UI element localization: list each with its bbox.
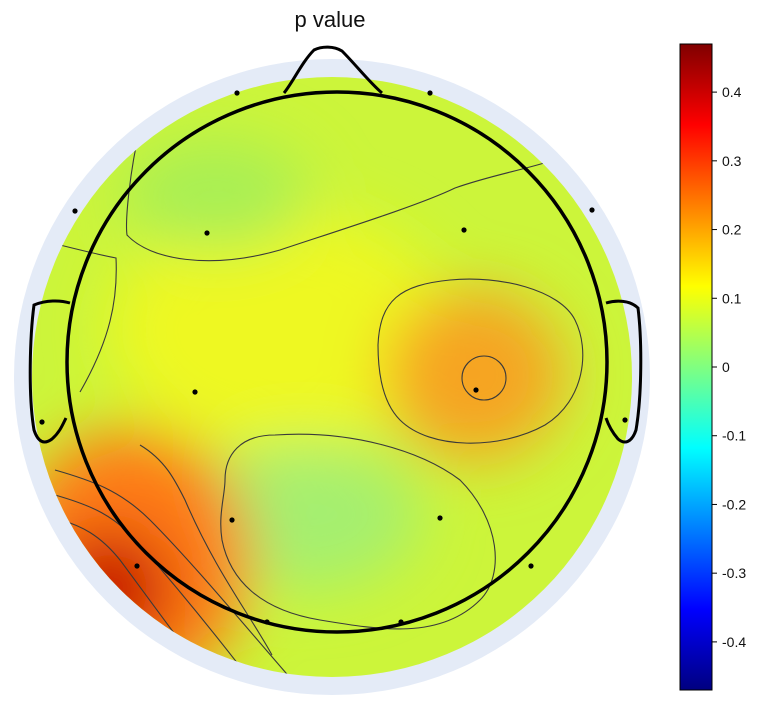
field-blob-frontal-min — [120, 140, 310, 250]
head-outline — [65, 90, 609, 634]
field-blob-right-max — [385, 290, 565, 460]
colorbar-tick-label: 0 — [722, 359, 730, 375]
contour-posterior-min — [220, 433, 496, 630]
colorbar-tick-label: 0.3 — [722, 153, 742, 169]
contour-right-max-outer — [377, 278, 584, 444]
electrode — [134, 563, 140, 569]
electrode — [461, 227, 467, 233]
electrode — [528, 563, 534, 569]
colorbar-tick-label: 0.2 — [722, 222, 742, 238]
electrode — [398, 619, 404, 625]
colorbar-tick-label: -0.4 — [722, 634, 746, 650]
colorbar-tick-label: -0.3 — [722, 565, 746, 581]
contour-occipital-2 — [54, 469, 293, 677]
right-ear-outline — [604, 299, 643, 444]
nose-outline — [282, 45, 383, 95]
colorbar-tick-label: -0.2 — [722, 496, 746, 512]
electrode — [437, 515, 443, 521]
electrode — [622, 417, 628, 423]
contour-left-temporal — [59, 244, 117, 393]
colorbar-tick-label: 0.4 — [722, 84, 742, 100]
chart-title: p value — [295, 7, 366, 32]
electrode — [234, 90, 240, 96]
electrode — [589, 207, 595, 213]
electrode — [72, 208, 78, 214]
electrode — [192, 389, 198, 395]
contour-right-max-inner — [461, 355, 507, 401]
colorbar-ticks: 0.4 0.3 0.2 0.1 0 -0.1 -0.2 -0.3 -0.4 — [712, 84, 746, 650]
electrode — [427, 90, 433, 96]
electrode — [39, 419, 45, 425]
electrode — [473, 387, 479, 393]
colorbar — [679, 43, 713, 691]
electrode — [264, 619, 270, 625]
contour-occipital-1 — [139, 444, 273, 656]
electrode — [204, 230, 210, 236]
left-ear-outline — [28, 299, 71, 444]
electrode — [229, 517, 235, 523]
electrodes — [39, 90, 628, 625]
contour-lines — [54, 127, 584, 677]
colorbar-tick-label: -0.1 — [722, 428, 746, 444]
contour-frontal — [126, 127, 581, 262]
colorbar-tick-label: 0.1 — [722, 290, 742, 306]
